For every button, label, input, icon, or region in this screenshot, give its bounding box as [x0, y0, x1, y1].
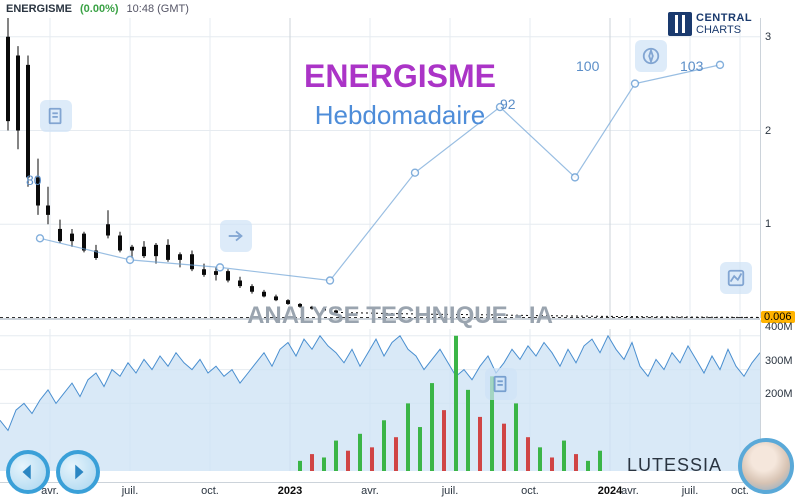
x-tick: oct.: [201, 485, 219, 497]
x-tick: oct.: [731, 485, 749, 497]
centralcharts-logo: CENTRAL CHARTS: [668, 6, 778, 42]
assistant-avatar[interactable]: [738, 438, 794, 494]
timestamp: 10:48 (GMT): [127, 3, 189, 15]
price-y-axis: 1230.006: [760, 18, 800, 318]
x-tick: oct.: [521, 485, 539, 497]
indicator-label: 103: [680, 58, 703, 74]
x-tick: 2024: [598, 485, 622, 497]
x-axis: avr.juil.oct.2023avr.juil.oct.2024avr.ju…: [0, 482, 760, 500]
indicator-label: 92: [500, 96, 516, 112]
x-tick: avr.: [621, 485, 639, 497]
nav-buttons: [6, 450, 100, 494]
symbol-label: ENERGISME: [6, 3, 72, 15]
compass-watermark-icon: [635, 40, 667, 72]
nav-prev-button[interactable]: [6, 450, 50, 494]
logo-text: CENTRAL CHARTS: [696, 12, 752, 36]
x-tick: juil.: [122, 485, 139, 497]
brand-label: LUTESSIA: [627, 455, 722, 476]
chart-watermark-icon: [720, 262, 752, 294]
x-tick: avr.: [361, 485, 379, 497]
x-tick: juil.: [442, 485, 459, 497]
nav-next-button[interactable]: [56, 450, 100, 494]
logo-icon: [668, 12, 692, 36]
indicator-label: 100: [576, 58, 599, 74]
pct-change: (0.00%): [80, 3, 119, 15]
doc-watermark-icon: [40, 100, 72, 132]
doc-watermark-icon: [485, 368, 517, 400]
indicator-label: 80: [26, 172, 42, 188]
x-tick: juil.: [682, 485, 699, 497]
arrow-watermark-icon: [220, 220, 252, 252]
x-tick: 2023: [278, 485, 302, 497]
